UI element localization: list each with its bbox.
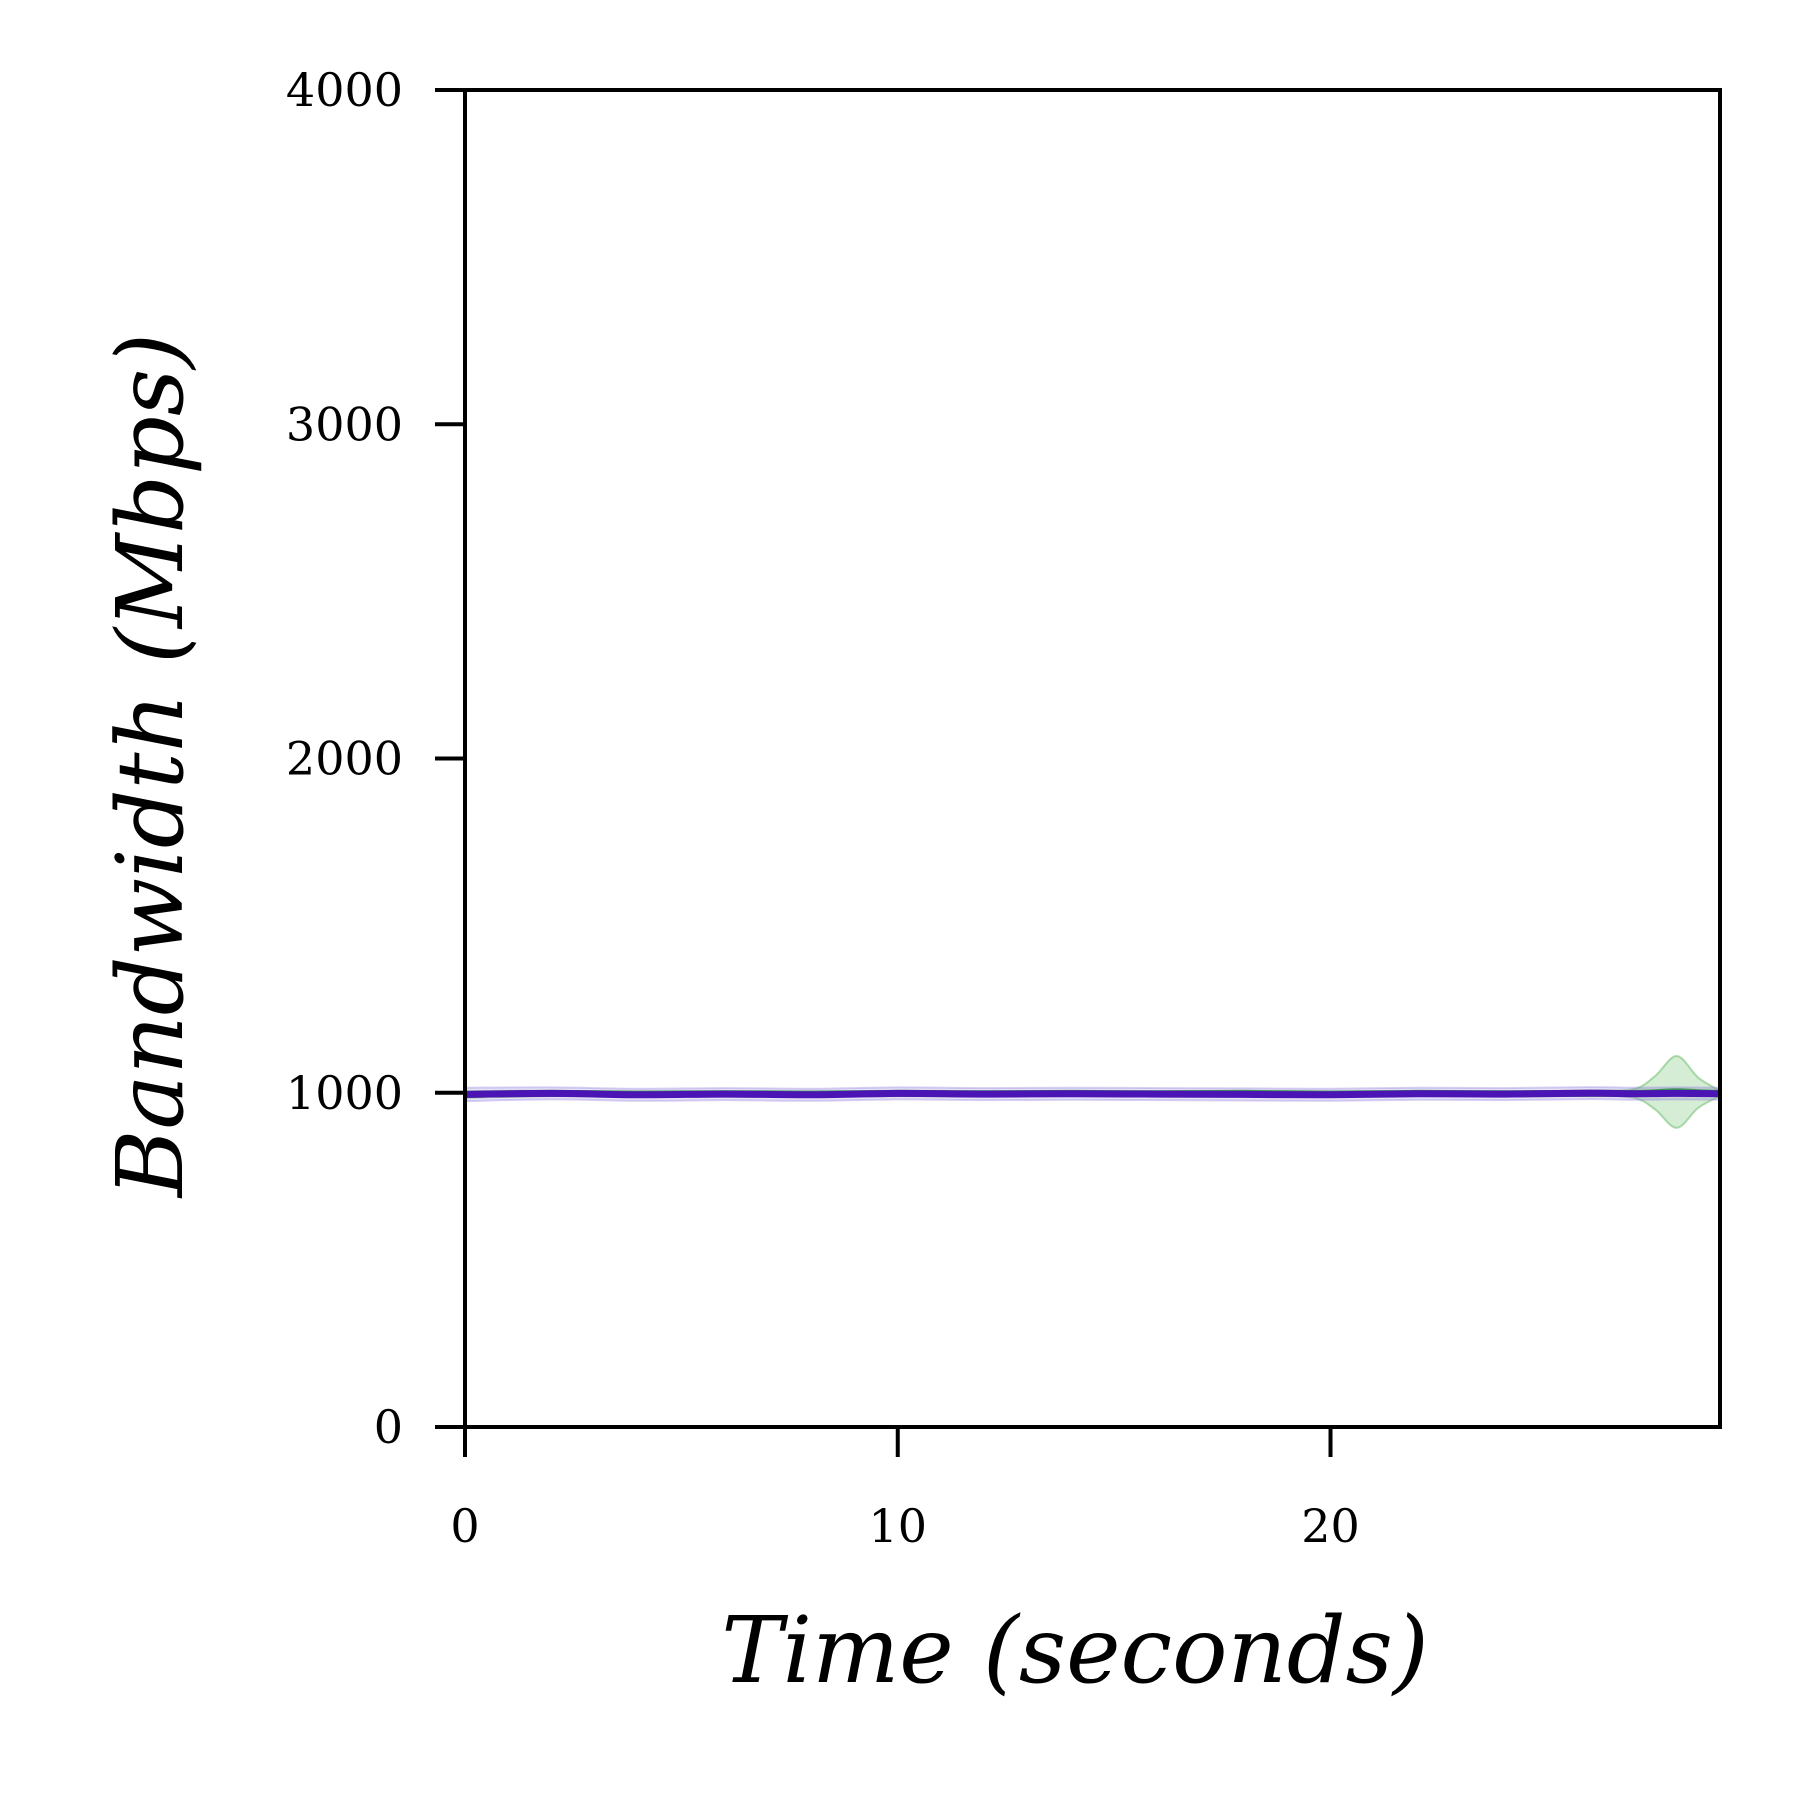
y-tick-label: 2000 <box>286 732 403 786</box>
x-tick-label: 20 <box>1301 1499 1360 1553</box>
series-2-line <box>465 1089 1720 1099</box>
x-tick-label: 10 <box>868 1499 927 1553</box>
y-tick-label: 3000 <box>286 397 403 451</box>
y-axis-ticks: 0 1000 2000 3000 4000 <box>286 63 465 1454</box>
y-axis-title: Bandwidth (Mbps) <box>97 333 204 1199</box>
y-tick-label: 4000 <box>286 63 403 117</box>
plot-frame <box>463 88 1722 1429</box>
y-tick-label: 0 <box>374 1400 403 1454</box>
series-layer <box>465 1054 1720 1129</box>
x-axis-ticks: 0 10 20 <box>450 1427 1360 1553</box>
x-axis-title: Time (seconds) <box>721 1597 1428 1704</box>
y-tick-label: 1000 <box>286 1066 403 1120</box>
x-tick-label: 0 <box>450 1499 479 1553</box>
